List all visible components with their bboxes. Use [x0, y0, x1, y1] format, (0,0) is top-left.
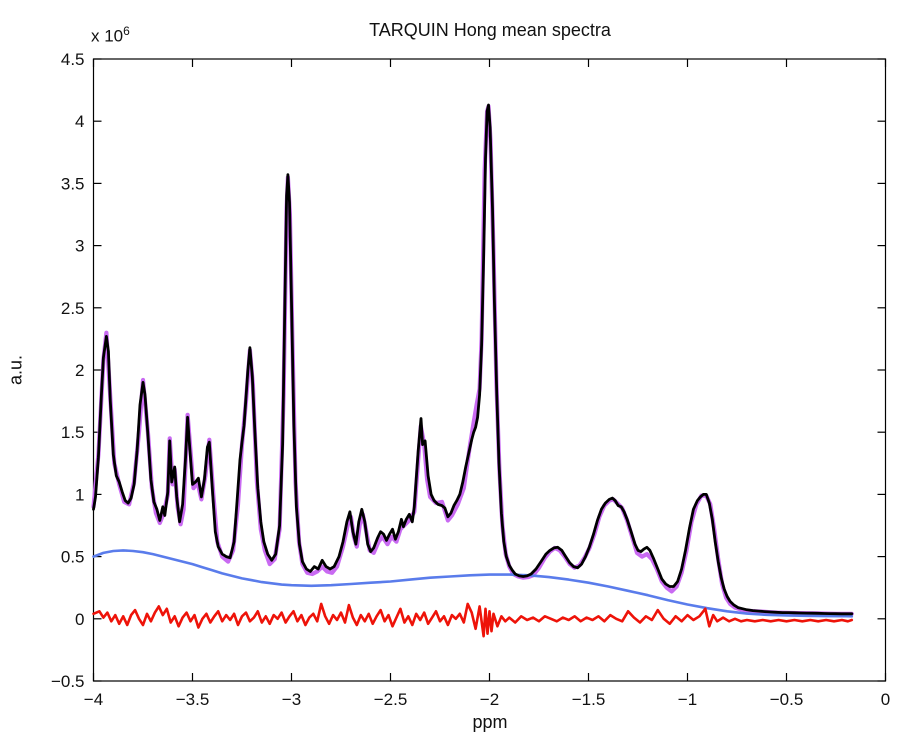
chart-title: TARQUIN Hong mean spectra	[369, 20, 611, 40]
x-tick-label: −2	[480, 690, 499, 709]
y-axis-exponent-base: x 10	[91, 26, 124, 46]
y-tick-label: 2.5	[61, 299, 85, 318]
x-tick-label: −1	[678, 690, 697, 709]
y-tick-label: 3	[75, 237, 84, 256]
series-data-line	[92, 103, 854, 616]
y-tick-label: 3.5	[61, 174, 85, 193]
y-tick-label: 4	[75, 112, 84, 131]
y-tick-label: 1.5	[61, 423, 85, 442]
y-tick-label: −0.5	[51, 672, 85, 691]
y-tick-label: 1	[75, 485, 84, 504]
y-tick-label: 0	[75, 610, 84, 629]
y-tick-label: 4.5	[61, 50, 85, 69]
x-tick-label: −0.5	[770, 690, 804, 709]
series-baseline-line	[92, 549, 854, 618]
x-tick-label: 0	[881, 690, 890, 709]
y-axis-exponent-power: 6	[123, 24, 130, 38]
y-tick-label: 2	[75, 361, 84, 380]
series-residual-line	[92, 602, 854, 638]
y-tick-label: 0.5	[61, 548, 85, 567]
x-tick-label: −4	[84, 690, 103, 709]
series-fit-line	[91, 104, 854, 616]
x-tick-label: −1.5	[572, 690, 606, 709]
x-axis-label: ppm	[472, 712, 508, 732]
x-tick-label: −3	[282, 690, 301, 709]
x-tick-label: −2.5	[374, 690, 408, 709]
x-tick-label: −3.5	[176, 690, 210, 709]
y-axis-exponent: x 106	[91, 24, 130, 47]
